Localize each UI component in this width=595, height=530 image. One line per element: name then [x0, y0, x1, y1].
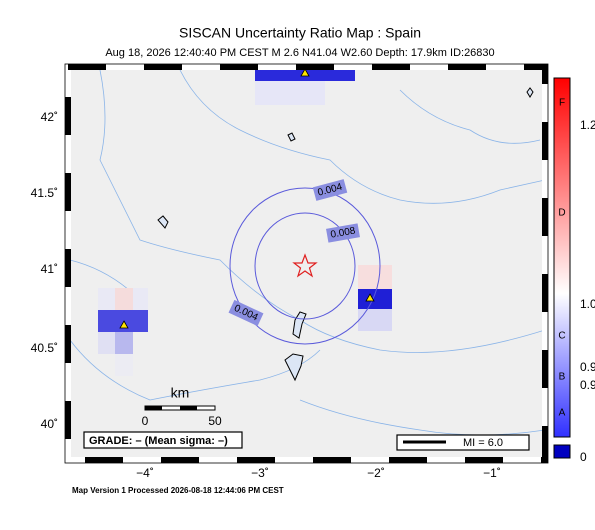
lon-labels: −4˚ −3˚ −2˚ −1˚ — [136, 466, 501, 480]
lon-label: −2˚ — [367, 466, 385, 480]
colorbar-values: 1.2 1.0 0.9 0.9 0 — [580, 118, 595, 464]
contour-labels: 0.004 0.008 0.004 — [228, 179, 360, 327]
map-area: 0.004 0.008 0.004 — [68, 67, 545, 460]
colorbar — [553, 77, 571, 438]
grade-letter: B — [559, 372, 566, 383]
grade-letter: A — [559, 408, 566, 419]
grade-letter: D — [558, 208, 565, 219]
lat-labels: 42˚ 41.5˚ 41˚ 40.5˚ 40˚ — [31, 110, 58, 431]
legend-text: MI = 6.0 — [463, 437, 503, 449]
scale-unit: km — [171, 385, 190, 401]
grade-letter: F — [559, 98, 565, 109]
colorbar-grades: F D C B A — [558, 98, 565, 419]
footer: Map Version 1 Processed 2026-08-18 12:44… — [72, 486, 284, 495]
colorbar-value: 1.2 — [580, 118, 595, 132]
grade-text: GRADE: – (Mean sigma: –) — [89, 435, 228, 447]
title: SISCAN Uncertainty Ratio Map : Spain — [179, 25, 421, 41]
colorbar-value: 1.0 — [580, 297, 595, 311]
rivers — [69, 69, 545, 436]
scale-bar: km 0 50 — [142, 385, 222, 428]
lat-label: 41.5˚ — [31, 186, 58, 200]
legend-box — [396, 434, 530, 451]
uncertainty-cells — [98, 67, 392, 376]
colorbar-value: 0.9 — [580, 378, 595, 392]
lat-label: 41˚ — [41, 262, 58, 276]
subtitle: Aug 18, 2026 12:40:40 PM CEST M 2.6 N41.… — [105, 47, 494, 59]
grade-box — [83, 431, 243, 449]
frame-ticks — [65, 64, 548, 463]
stations — [119, 68, 375, 329]
frame-outline — [64, 63, 549, 464]
colorbar-value: 0 — [580, 450, 587, 464]
contour-label: 0.008 — [330, 225, 357, 240]
colorbar-zero — [553, 444, 571, 459]
lon-label: −4˚ — [136, 466, 154, 480]
scale-label: 0 — [142, 414, 149, 428]
contours — [229, 187, 381, 345]
grade-letter: C — [558, 331, 565, 342]
colorbar-value: 0.9 — [580, 360, 595, 374]
lon-label: −3˚ — [251, 466, 269, 480]
lat-label: 40˚ — [41, 417, 58, 431]
lat-label: 40.5˚ — [31, 341, 58, 355]
epicenter — [292, 253, 318, 278]
lat-label: 42˚ — [41, 110, 58, 124]
lon-label: −1˚ — [483, 466, 501, 480]
scale-label: 50 — [208, 414, 222, 428]
land — [68, 67, 545, 460]
